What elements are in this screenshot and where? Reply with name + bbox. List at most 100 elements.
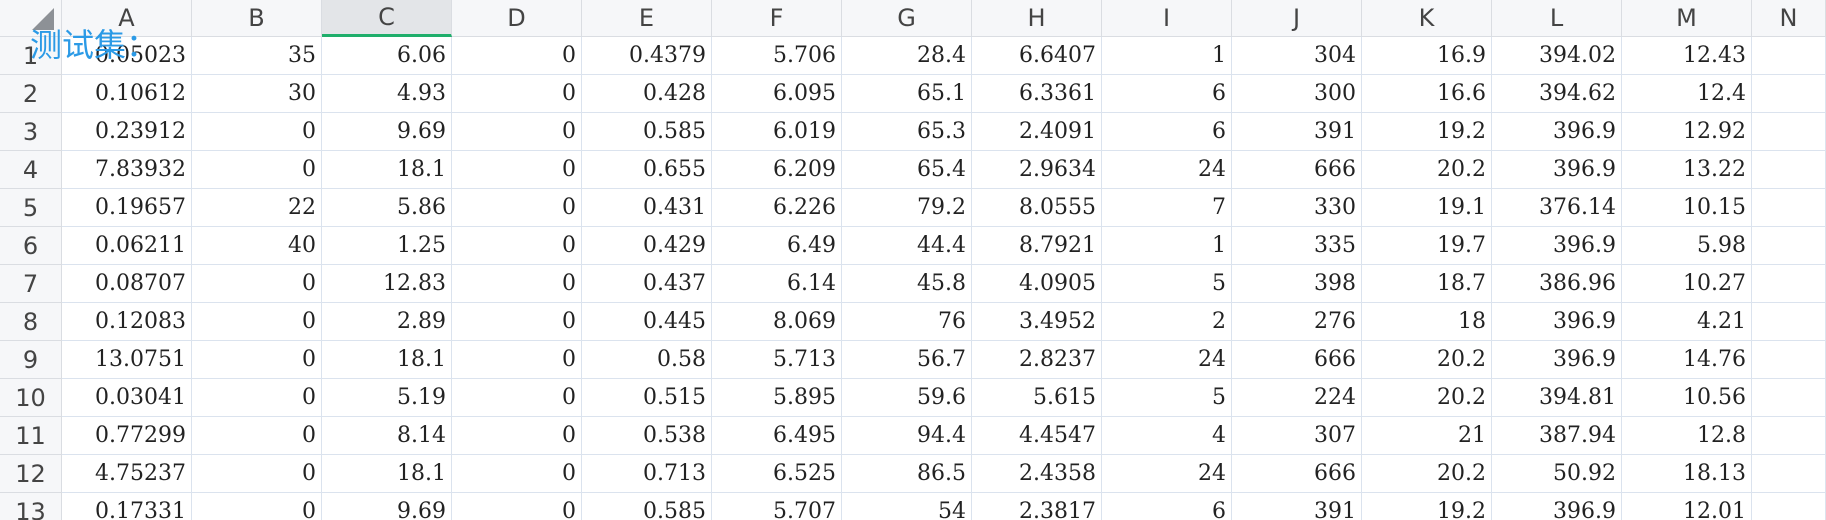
cell-g8[interactable]: 76 [842,303,972,341]
cell-n3[interactable] [1752,113,1826,151]
cell-k9[interactable]: 20.2 [1362,341,1492,379]
column-header-m[interactable]: M [1622,0,1752,37]
cell-h10[interactable]: 5.615 [972,379,1102,417]
cell-d9[interactable]: 0 [452,341,582,379]
cell-m12[interactable]: 18.13 [1622,455,1752,493]
cell-j1[interactable]: 304 [1232,37,1362,75]
cell-f12[interactable]: 6.525 [712,455,842,493]
cell-n8[interactable] [1752,303,1826,341]
cell-d7[interactable]: 0 [452,265,582,303]
cell-b4[interactable]: 0 [192,151,322,189]
cell-f3[interactable]: 6.019 [712,113,842,151]
cell-n4[interactable] [1752,151,1826,189]
cell-e9[interactable]: 0.58 [582,341,712,379]
cell-n9[interactable] [1752,341,1826,379]
cell-i6[interactable]: 1 [1102,227,1232,265]
cell-h11[interactable]: 4.4547 [972,417,1102,455]
cell-e2[interactable]: 0.428 [582,75,712,113]
cell-j2[interactable]: 300 [1232,75,1362,113]
cell-h2[interactable]: 6.3361 [972,75,1102,113]
cell-l9[interactable]: 396.9 [1492,341,1622,379]
cell-e8[interactable]: 0.445 [582,303,712,341]
cell-i10[interactable]: 5 [1102,379,1232,417]
cell-c6[interactable]: 1.25 [322,227,452,265]
row-header-5[interactable]: 5 [0,189,62,227]
cell-e7[interactable]: 0.437 [582,265,712,303]
row-header-1[interactable]: 1 [0,37,62,75]
cell-k13[interactable]: 19.2 [1362,493,1492,520]
cell-m4[interactable]: 13.22 [1622,151,1752,189]
cell-d10[interactable]: 0 [452,379,582,417]
cell-c3[interactable]: 9.69 [322,113,452,151]
cell-d5[interactable]: 0 [452,189,582,227]
cell-f9[interactable]: 5.713 [712,341,842,379]
cell-k6[interactable]: 19.7 [1362,227,1492,265]
cell-a12[interactable]: 4.75237 [62,455,192,493]
cell-m8[interactable]: 4.21 [1622,303,1752,341]
cell-m11[interactable]: 12.8 [1622,417,1752,455]
cell-a3[interactable]: 0.23912 [62,113,192,151]
row-header-13[interactable]: 13 [0,493,62,520]
cell-h3[interactable]: 2.4091 [972,113,1102,151]
column-header-n[interactable]: N [1752,0,1826,37]
cell-k12[interactable]: 20.2 [1362,455,1492,493]
cell-k11[interactable]: 21 [1362,417,1492,455]
cell-h5[interactable]: 8.0555 [972,189,1102,227]
cell-g12[interactable]: 86.5 [842,455,972,493]
cell-m5[interactable]: 10.15 [1622,189,1752,227]
cell-l3[interactable]: 396.9 [1492,113,1622,151]
cell-g2[interactable]: 65.1 [842,75,972,113]
select-all-button[interactable] [0,0,62,37]
cell-l2[interactable]: 394.62 [1492,75,1622,113]
row-header-7[interactable]: 7 [0,265,62,303]
cell-c5[interactable]: 5.86 [322,189,452,227]
cell-n7[interactable] [1752,265,1826,303]
cell-g3[interactable]: 65.3 [842,113,972,151]
row-header-8[interactable]: 8 [0,303,62,341]
column-header-g[interactable]: G [842,0,972,37]
cell-i3[interactable]: 6 [1102,113,1232,151]
cell-b11[interactable]: 0 [192,417,322,455]
cell-f6[interactable]: 6.49 [712,227,842,265]
column-header-h[interactable]: H [972,0,1102,37]
cell-i5[interactable]: 7 [1102,189,1232,227]
cell-l5[interactable]: 376.14 [1492,189,1622,227]
cell-d4[interactable]: 0 [452,151,582,189]
cell-b10[interactable]: 0 [192,379,322,417]
cell-c10[interactable]: 5.19 [322,379,452,417]
column-header-c[interactable]: C [322,0,452,37]
cell-l11[interactable]: 387.94 [1492,417,1622,455]
column-header-j[interactable]: J [1232,0,1362,37]
cell-g9[interactable]: 56.7 [842,341,972,379]
cell-f2[interactable]: 6.095 [712,75,842,113]
column-header-k[interactable]: K [1362,0,1492,37]
column-header-l[interactable]: L [1492,0,1622,37]
cell-b7[interactable]: 0 [192,265,322,303]
cell-n13[interactable] [1752,493,1826,520]
cell-f7[interactable]: 6.14 [712,265,842,303]
cell-g5[interactable]: 79.2 [842,189,972,227]
cell-a6[interactable]: 0.06211 [62,227,192,265]
cell-i4[interactable]: 24 [1102,151,1232,189]
cell-n6[interactable] [1752,227,1826,265]
cell-a8[interactable]: 0.12083 [62,303,192,341]
cell-k5[interactable]: 19.1 [1362,189,1492,227]
cell-k4[interactable]: 20.2 [1362,151,1492,189]
cell-j6[interactable]: 335 [1232,227,1362,265]
cell-h7[interactable]: 4.0905 [972,265,1102,303]
cell-m13[interactable]: 12.01 [1622,493,1752,520]
cell-a10[interactable]: 0.03041 [62,379,192,417]
cell-g6[interactable]: 44.4 [842,227,972,265]
cell-a5[interactable]: 0.19657 [62,189,192,227]
cell-c11[interactable]: 8.14 [322,417,452,455]
cell-h4[interactable]: 2.9634 [972,151,1102,189]
cell-c12[interactable]: 18.1 [322,455,452,493]
cell-j5[interactable]: 330 [1232,189,1362,227]
cell-e13[interactable]: 0.585 [582,493,712,520]
cell-e10[interactable]: 0.515 [582,379,712,417]
cell-f5[interactable]: 6.226 [712,189,842,227]
cell-a2[interactable]: 0.10612 [62,75,192,113]
cell-k8[interactable]: 18 [1362,303,1492,341]
cell-f1[interactable]: 5.706 [712,37,842,75]
cell-l8[interactable]: 396.9 [1492,303,1622,341]
